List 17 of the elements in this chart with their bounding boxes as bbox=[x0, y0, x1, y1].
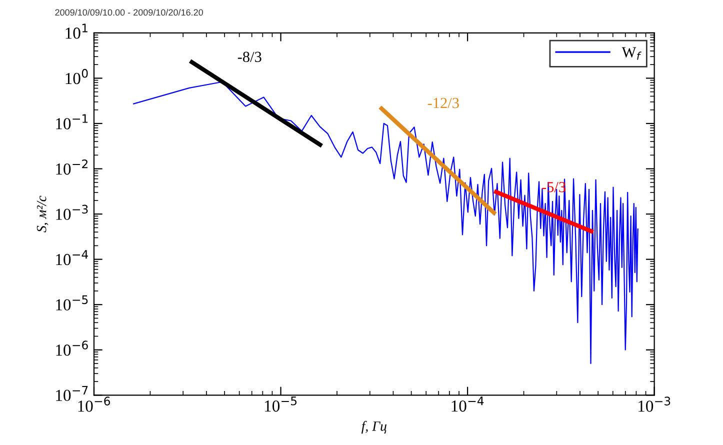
y-axis-title: S, м²/с bbox=[36, 196, 48, 232]
y-tick-label: 10$^{−4}$ bbox=[56, 250, 88, 266]
y-tick-label: 10$^{−2}$ bbox=[56, 159, 88, 175]
y-tick-label: 10$^{−3}$ bbox=[56, 204, 88, 220]
y-tick-label: 10$^{−6}$ bbox=[56, 340, 88, 356]
annotation: -12/3 bbox=[428, 98, 459, 108]
legend-label: W$_{f}$ bbox=[622, 47, 642, 60]
annotation: -8/3 bbox=[238, 52, 262, 62]
y-tick-label: 10$^{0}$ bbox=[66, 68, 88, 84]
y-tick-label: 10$^{1}$ bbox=[66, 24, 88, 39]
x-tick-label: 10$^{−5}$ bbox=[264, 396, 297, 412]
x-tick-label: 10$^{−3}$ bbox=[638, 396, 670, 412]
x-axis-title: f, Гц bbox=[361, 420, 386, 434]
chart-title: 2009/10/09/10.00 - 2009/10/20/16.20 bbox=[55, 9, 203, 16]
y-tick-label: 10$^{−1}$ bbox=[56, 114, 88, 130]
x-tick-label: 10$^{−4}$ bbox=[452, 396, 484, 412]
y-tick-label: 10$^{−5}$ bbox=[56, 295, 88, 310]
